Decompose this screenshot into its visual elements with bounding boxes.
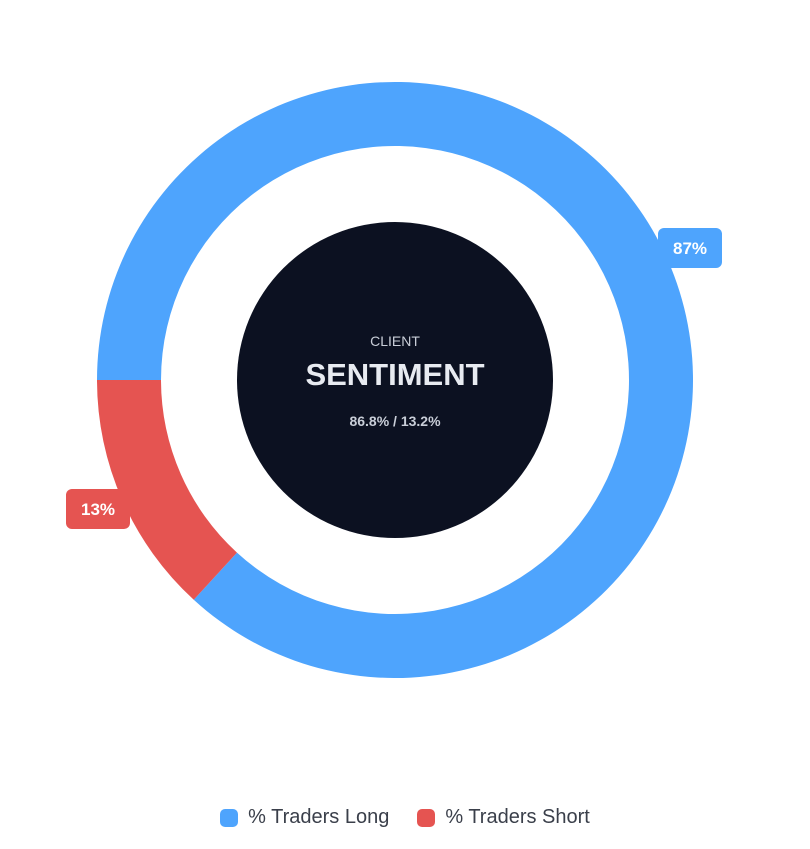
center-kicker: CLIENT xyxy=(370,333,420,349)
legend: % Traders Long % Traders Short xyxy=(0,806,810,829)
data-label-short: 13% xyxy=(66,489,130,529)
data-label-long: 87% xyxy=(658,228,722,268)
legend-item-short[interactable]: % Traders Short xyxy=(417,806,590,829)
center-disc xyxy=(237,222,553,538)
legend-item-long[interactable]: % Traders Long xyxy=(220,806,389,829)
data-label-text-short: 13% xyxy=(81,500,115,519)
center-title: SENTIMENT xyxy=(305,357,484,392)
legend-label-short: % Traders Short xyxy=(445,806,590,828)
legend-label-long: % Traders Long xyxy=(248,806,390,828)
data-label-bg-short xyxy=(66,489,130,529)
center-subtitle: 86.8% / 13.2% xyxy=(349,413,441,429)
slice-short[interactable] xyxy=(97,380,237,600)
data-label-text-long: 87% xyxy=(673,239,707,258)
legend-swatch-short xyxy=(417,808,436,827)
data-label-bg-long xyxy=(658,228,722,268)
sentiment-donut-chart: CLIENT SENTIMENT 86.8% / 13.2% 87% 13% xyxy=(66,82,722,679)
legend-swatch-long xyxy=(220,808,239,827)
